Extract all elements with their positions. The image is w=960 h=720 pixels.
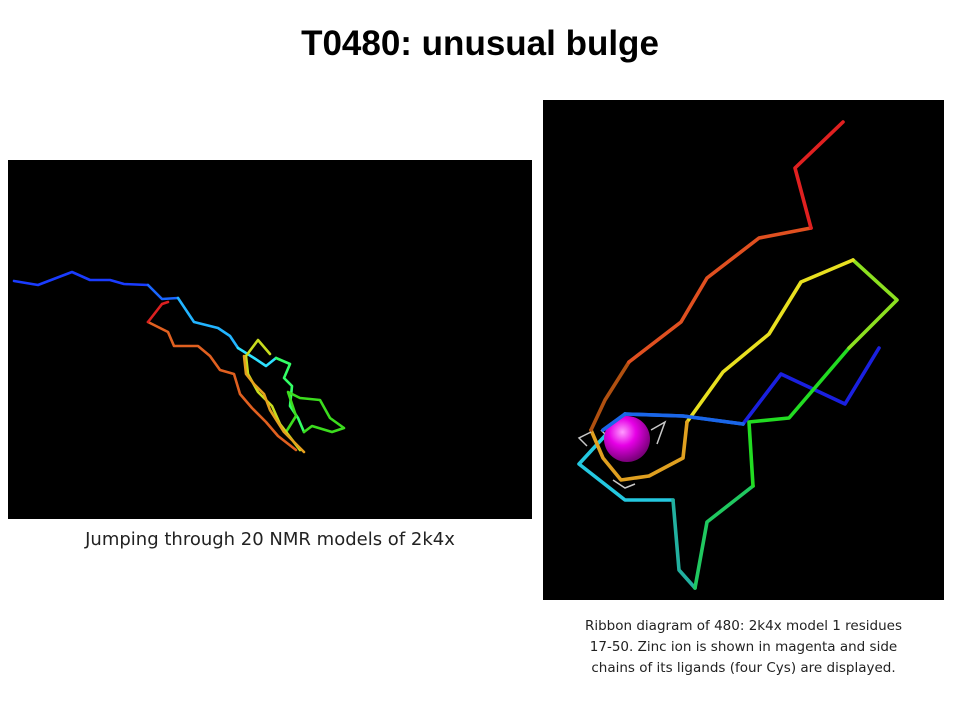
nmr-backbone-trace: [12, 270, 346, 454]
ribbon-segment-blue-overlay: [601, 412, 745, 432]
ribbon-segment-blue: [741, 346, 881, 426]
caption-line-1: Ribbon diagram of 480: 2k4x model 1 resi…: [584, 618, 902, 634]
ribbon-segment-green: [693, 484, 755, 590]
cys-side-chain-3: [612, 479, 636, 489]
cys-side-chain-2: [650, 420, 667, 445]
right-figure-caption: Ribbon diagram of 480: 2k4x model 1 resi…: [543, 616, 944, 679]
ribbon-segment-yellowgreen: [847, 258, 899, 350]
trace-segment-orange: [242, 354, 306, 454]
nmr-models-animation-frame: [8, 160, 532, 519]
ribbon-segment-teal: [671, 498, 697, 590]
ribbon-diagram-image: [543, 100, 944, 600]
caption-line-2: 17-50. Zinc ion is shown in magenta and …: [589, 639, 898, 655]
ribbon-segment-red: [793, 120, 845, 230]
trace-segment-green-2: [284, 390, 346, 452]
ribbon-segment-cyan: [577, 412, 675, 502]
cys-side-chain-1: [577, 431, 592, 447]
caption-line-3: chains of its ligands (four Cys) are dis…: [591, 660, 896, 676]
slide-title: T0480: unusual bulge: [301, 24, 659, 63]
left-figure-caption: Jumping through 20 NMR models of 2k4x: [85, 529, 455, 550]
trace-segment-orangered: [146, 320, 298, 452]
ribbon-segment-yellow: [685, 258, 855, 424]
ribbon-segment-orange: [589, 420, 689, 482]
trace-segment-green: [274, 356, 306, 434]
ribbon-segment-green-2: [747, 346, 851, 488]
trace-segment-cyan-2: [236, 346, 278, 368]
zinc-ion-sphere: [604, 416, 650, 462]
trace-segment-cyan: [176, 296, 240, 350]
ribbon-segment-brown: [589, 360, 631, 432]
trace-segment-blue: [12, 270, 150, 287]
ribbon-segment-orangered: [627, 226, 813, 364]
trace-segment-lightblue: [146, 283, 180, 301]
trace-segment-red: [146, 300, 170, 324]
ribbon-diagram-trace: [577, 120, 899, 590]
